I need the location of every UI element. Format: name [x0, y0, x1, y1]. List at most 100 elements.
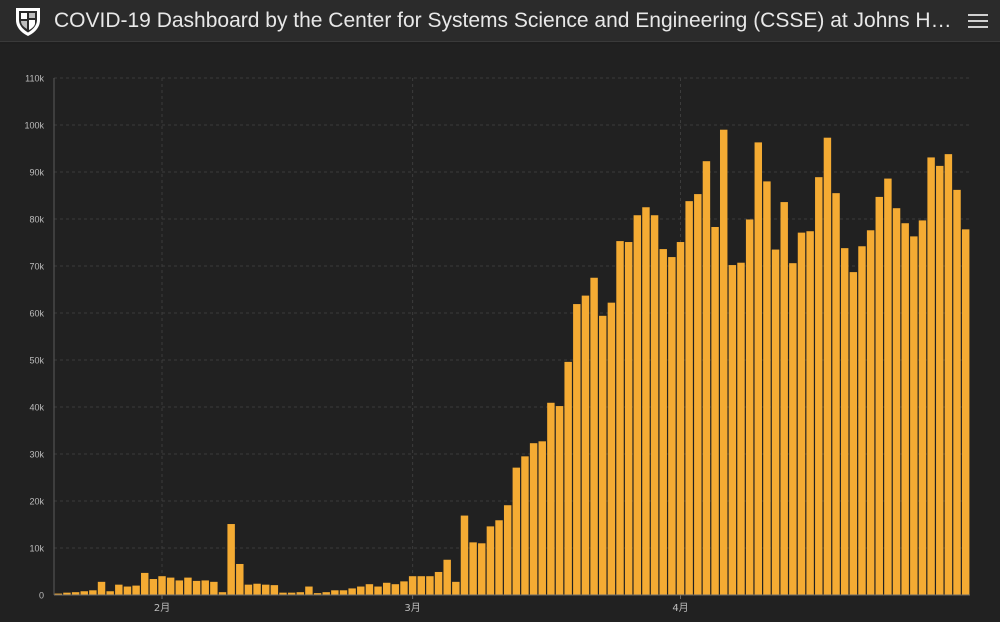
bar	[460, 515, 469, 595]
bar	[227, 524, 235, 595]
bar	[210, 581, 218, 595]
bar	[296, 592, 305, 595]
bar	[244, 584, 253, 595]
bar	[495, 520, 503, 595]
bar	[573, 304, 581, 595]
bar	[322, 592, 330, 595]
y-tick-label: 110k	[25, 74, 44, 84]
x-tick-label: 3月	[404, 602, 420, 614]
bar	[89, 590, 97, 595]
bar	[408, 576, 417, 595]
bar	[901, 223, 909, 596]
bar	[184, 577, 192, 595]
bar	[478, 543, 486, 595]
bar	[719, 129, 728, 595]
bar	[158, 576, 166, 595]
bar	[54, 593, 63, 595]
bar	[910, 236, 918, 595]
bar	[806, 231, 814, 595]
y-tick-label: 50k	[29, 356, 44, 366]
bar	[261, 584, 270, 595]
bar	[616, 241, 624, 595]
bar	[840, 248, 849, 595]
bar	[115, 584, 123, 595]
bar	[789, 263, 797, 595]
bar	[961, 229, 970, 595]
bar	[236, 563, 244, 595]
bar	[192, 580, 201, 595]
bar	[270, 585, 279, 595]
bar	[218, 592, 227, 595]
bar	[581, 295, 590, 595]
bar	[771, 249, 780, 596]
daily-cases-chart-panel: 0 10k 20k 30k 40k 50k 60k 70k 80k 90k 100k 110k 2月 3月…	[0, 44, 1000, 622]
bar	[780, 202, 788, 595]
bar	[374, 586, 382, 595]
daily-cases-bar-chart: 0 10k 20k 30k 40k 50k 60k 70k 80k 90k 100k 110k 2月 3月…	[24, 74, 970, 614]
bar	[737, 262, 745, 595]
bar	[97, 581, 106, 595]
bar	[529, 443, 538, 595]
bar	[918, 220, 927, 595]
bar	[339, 590, 348, 595]
bar	[391, 584, 400, 595]
bar	[763, 181, 771, 595]
bar	[668, 257, 676, 595]
bar	[745, 219, 754, 595]
bar	[555, 406, 564, 595]
bar	[728, 265, 737, 595]
bar	[633, 215, 642, 596]
bar	[313, 593, 322, 595]
bar	[650, 215, 659, 596]
y-tick-label: 70k	[29, 262, 44, 272]
bar	[547, 402, 555, 595]
bar	[936, 165, 944, 595]
bar	[512, 467, 521, 595]
bar	[106, 591, 114, 595]
dashboard-header: COVID-19 Dashboard by the Center for Sys…	[0, 0, 1000, 42]
bar	[590, 277, 598, 595]
x-tick-label: 4月	[672, 602, 688, 614]
bar	[417, 576, 425, 595]
y-tick-label: 0	[39, 591, 44, 601]
bar	[659, 249, 667, 595]
bar	[469, 542, 477, 595]
bar	[132, 585, 140, 595]
bar	[486, 526, 495, 595]
bar	[141, 572, 149, 595]
bar	[287, 592, 296, 595]
bar	[823, 137, 832, 595]
y-tick-label: 20k	[29, 497, 44, 507]
bar	[175, 580, 184, 595]
bar	[702, 161, 711, 595]
bar	[149, 579, 158, 595]
bar	[443, 559, 451, 595]
bar	[927, 157, 935, 595]
bar	[875, 196, 883, 595]
bar	[434, 571, 443, 595]
bar	[866, 230, 875, 595]
bar	[607, 302, 616, 595]
y-tick-label: 10k	[29, 544, 44, 554]
y-tick-label: 60k	[29, 309, 44, 319]
y-tick-label: 100k	[24, 121, 44, 131]
bar	[400, 581, 408, 595]
bar	[944, 154, 953, 595]
bar	[382, 582, 391, 595]
bar	[711, 226, 719, 596]
bar	[279, 592, 287, 595]
bar	[503, 505, 512, 595]
bar	[815, 177, 823, 596]
hamburger-menu-icon[interactable]	[968, 10, 988, 32]
bar	[426, 576, 434, 595]
bar	[564, 361, 572, 595]
bar	[849, 272, 858, 595]
bar	[754, 142, 763, 595]
bar	[624, 242, 633, 595]
bar	[892, 208, 901, 595]
bar	[365, 584, 374, 595]
jhu-shield-icon	[16, 8, 40, 36]
bar	[80, 591, 88, 595]
bar	[253, 583, 261, 595]
bar	[599, 315, 607, 595]
